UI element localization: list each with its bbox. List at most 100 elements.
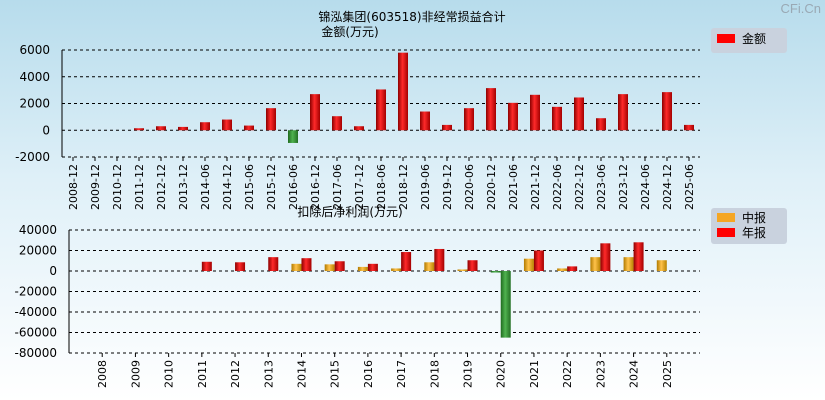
- y-tick-label: 20000: [19, 244, 57, 258]
- x-tick-label: 2025-06: [683, 164, 696, 210]
- y-tick-label: -80000: [14, 346, 57, 360]
- bar-interim: [656, 260, 667, 271]
- bar-interim: [291, 263, 302, 271]
- bar-annual: [367, 263, 378, 271]
- legend-item-interim: 中报: [711, 210, 787, 225]
- bar-annual: [334, 261, 345, 271]
- x-tick-label: 2014-06: [199, 164, 212, 210]
- bar-annual: [633, 242, 644, 271]
- bar-interim: [523, 258, 534, 271]
- chart-net-profit: 扣除后净利润(万元) -80000 -60000 -40000 -20000 0 20000…: [14, 204, 700, 388]
- x-tick-label: 2009-12: [89, 164, 102, 210]
- x-tick-label: 2021-12: [529, 164, 542, 210]
- chart-title: 扣除后净利润(万元): [297, 204, 402, 219]
- x-tick-label: 2019-06: [419, 164, 432, 210]
- bar-amount: [464, 108, 474, 131]
- bar-annual: [533, 250, 544, 271]
- x-tick-label: 2013-12: [177, 164, 190, 210]
- bar-interim: [424, 262, 435, 271]
- x-tick-label: 2019: [462, 360, 475, 388]
- x-tick-label: 2013: [262, 360, 275, 388]
- bar-annual: [434, 248, 445, 271]
- x-tick-label: 2012-12: [155, 164, 168, 210]
- x-tick-label: 2022: [561, 360, 574, 388]
- x-tick-label: 2017: [395, 360, 408, 388]
- x-tick-label: 2015: [329, 360, 342, 388]
- bar-amount: [376, 89, 386, 131]
- bar-annual: [201, 261, 212, 271]
- legend-item-annual: 年报: [711, 225, 787, 240]
- bar-amount: [618, 94, 628, 131]
- bar-amount: [134, 128, 144, 131]
- x-tick-label: 2008-12: [67, 164, 80, 210]
- x-tick-label: 2024: [628, 360, 641, 388]
- x-tick-label: 2024-12: [661, 164, 674, 210]
- x-tick-label: 2023-12: [617, 164, 630, 210]
- y-tick-label: 40000: [19, 223, 57, 237]
- x-tick-label: 2015-06: [243, 164, 256, 210]
- bar-interim: [557, 268, 568, 271]
- bar-interim: [457, 269, 468, 271]
- x-tick-label: 2016: [362, 360, 375, 388]
- bar-amount: [596, 118, 606, 131]
- legend-chart1: 金额: [711, 28, 787, 53]
- bar-amount: [288, 130, 298, 143]
- bar-interim: [324, 264, 335, 271]
- legend-swatch: [717, 34, 735, 43]
- watermark: CFi.Cn: [780, 1, 821, 16]
- y-axis-title: 金额(万元): [321, 24, 378, 39]
- bar-amount: [222, 119, 232, 131]
- x-tick-label: 2009: [129, 360, 142, 388]
- x-tick-label: 2016-06: [287, 164, 300, 210]
- legend-chart2: 中报 年报: [711, 208, 787, 244]
- bar-amount: [486, 88, 496, 131]
- bar-amount: [156, 126, 166, 131]
- bar-annual: [500, 271, 511, 338]
- bar-amount: [178, 126, 188, 131]
- bar-amount: [574, 97, 584, 131]
- bar-annual: [268, 257, 279, 271]
- bar-annual: [401, 252, 412, 271]
- bar-interim: [623, 257, 634, 271]
- x-tick-label: 2022-06: [551, 164, 564, 210]
- legend-label-amount: 金额: [742, 32, 767, 46]
- bar-interim: [590, 257, 601, 271]
- bar-amount: [662, 92, 672, 131]
- y-tick-label: 6000: [19, 43, 50, 57]
- x-tick-label: 2019-12: [441, 164, 454, 210]
- x-tick-label: 2017-12: [353, 164, 366, 210]
- bar-amount: [420, 111, 430, 131]
- bar-interim: [357, 266, 368, 271]
- y-tick-label: -20000: [14, 285, 57, 299]
- x-tick-label: 2011-12: [133, 164, 146, 210]
- bar-annual: [567, 266, 578, 271]
- x-tick-label: 2024-06: [639, 164, 652, 210]
- x-tick-label: 2010-12: [111, 164, 124, 210]
- x-tick-label: 2020-12: [485, 164, 498, 210]
- y-tick-label: 0: [49, 264, 57, 278]
- bar-amount: [530, 94, 540, 131]
- y-tick-label: -2000: [15, 150, 50, 164]
- x-tick-label: 2014-12: [221, 164, 234, 210]
- x-tick-label: 2025: [661, 360, 674, 388]
- bar-amount: [200, 122, 210, 131]
- x-tick-label: 2008: [96, 360, 109, 388]
- x-tick-label: 2020-06: [463, 164, 476, 210]
- bar-annual: [467, 260, 478, 271]
- legend-item-amount: 金额: [711, 31, 787, 46]
- x-tick-label: 2015-12: [265, 164, 278, 210]
- x-tick-label: 2014: [295, 360, 308, 388]
- bar-annual: [235, 262, 246, 271]
- bar-amount: [684, 124, 694, 131]
- x-tick-label: 2023-06: [595, 164, 608, 210]
- x-tick-label: 2011: [196, 360, 209, 388]
- bar-annual: [600, 243, 611, 271]
- x-tick-label: 2016-12: [309, 164, 322, 210]
- chart-title: 锦泓集团(603518)非经常损益合计: [318, 9, 505, 24]
- y-tick-label: 2000: [19, 97, 50, 111]
- x-tick-label: 2018-12: [397, 164, 410, 210]
- y-tick-label: -40000: [14, 305, 57, 319]
- legend-swatch: [717, 228, 735, 237]
